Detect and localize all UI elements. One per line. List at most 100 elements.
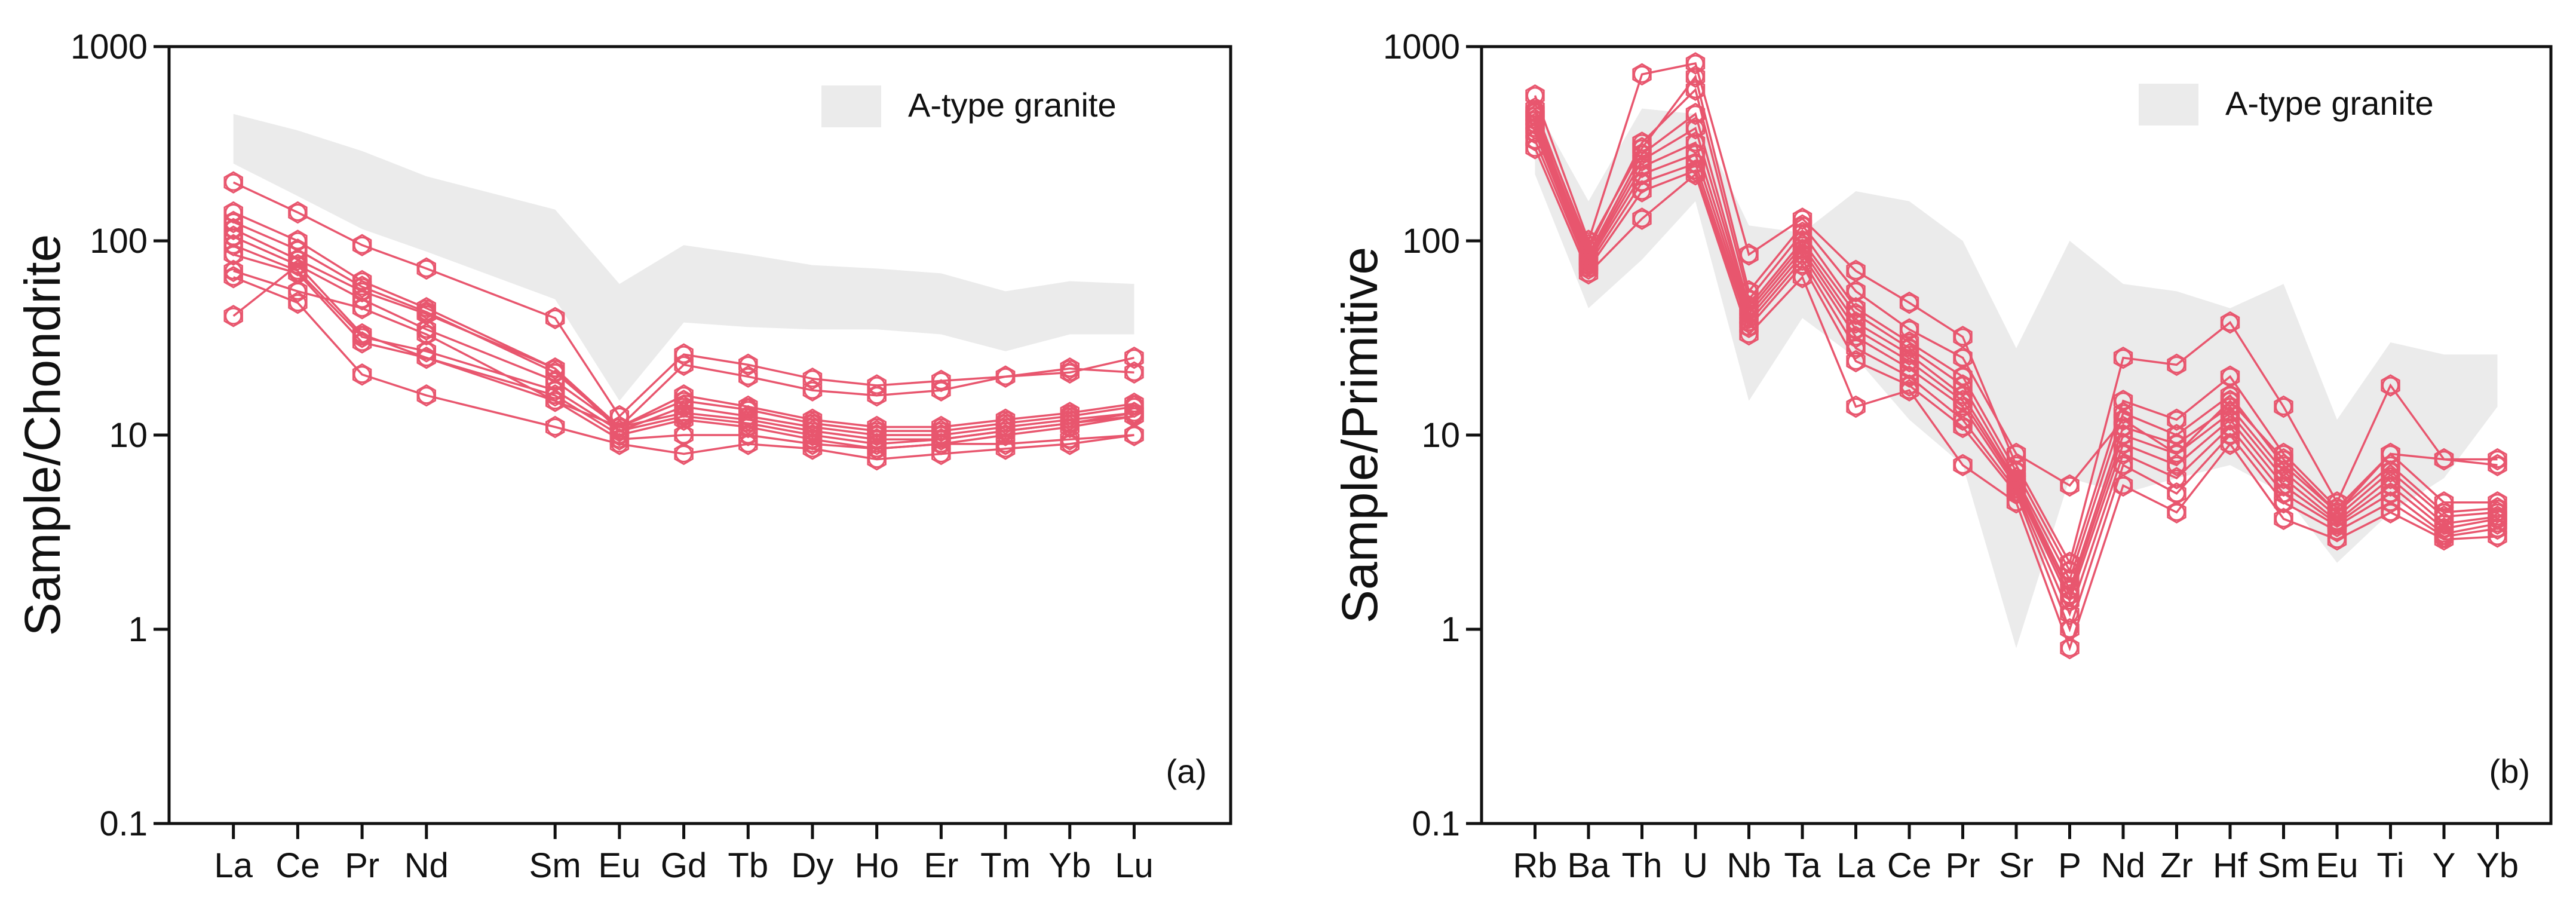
panel-a-data-point bbox=[1060, 357, 1080, 380]
panel-b-data-point bbox=[1632, 207, 1652, 230]
panel-b-data-point-ring bbox=[1686, 145, 1704, 163]
panel-a-data-point-ring bbox=[289, 294, 306, 312]
panel-b-x-tick-label-ti: Ti bbox=[2376, 846, 2404, 885]
panel-b-data-point-ring bbox=[2114, 349, 2132, 367]
panel-b-data-point bbox=[1739, 243, 1759, 266]
panel-b-data-point bbox=[1739, 316, 1759, 338]
panel-b-data-point bbox=[2327, 520, 2347, 543]
panel-b-data-point bbox=[1632, 155, 1652, 179]
panel-a-data-point bbox=[416, 323, 436, 346]
panel-a-data-point-ring bbox=[739, 368, 757, 385]
panel-b-data-point bbox=[2006, 491, 2026, 514]
panel-b-data-point-ring bbox=[2168, 503, 2185, 521]
panel-a-x-tick-label-sm: Sm bbox=[529, 846, 581, 885]
panel-b-data-point bbox=[2488, 512, 2507, 535]
panel-b-data-point bbox=[2220, 402, 2240, 424]
panel-a-data-point bbox=[674, 442, 694, 466]
panel-b-y-tick-label: 10 bbox=[1421, 416, 1460, 455]
panel-a-data-point-ring bbox=[546, 392, 564, 410]
panel-a-data-point-ring bbox=[289, 256, 306, 274]
panel-b-x-tick-label-sr: Sr bbox=[1999, 846, 2034, 885]
panel-a-data-point bbox=[867, 433, 887, 455]
panel-b-data-point-ring bbox=[1526, 131, 1544, 149]
panel-a-data-point-ring bbox=[353, 366, 371, 384]
panel-b-data-point bbox=[2006, 479, 2026, 502]
panel-a-data-point-ring bbox=[353, 299, 371, 317]
panel-a-x-tick-label-yb: Yb bbox=[1048, 846, 1091, 885]
panel-b-data-point bbox=[2381, 474, 2400, 497]
panel-b-data-point-ring bbox=[2382, 494, 2399, 512]
panel-b-data-point bbox=[1846, 395, 1866, 418]
panel-a-data-point-ring bbox=[1061, 360, 1079, 378]
panel-a-y-tick-label: 0.1 bbox=[99, 804, 148, 843]
panel-a-data-point-ring bbox=[225, 173, 243, 191]
panel-b-data-point bbox=[2488, 517, 2507, 540]
panel-a-data-point bbox=[223, 305, 243, 327]
panel-b-data-point bbox=[2060, 636, 2080, 660]
panel-b-y-tick-label: 1000 bbox=[1383, 27, 1460, 66]
panel-b-data-point bbox=[1685, 163, 1706, 186]
panel-a-data-point-ring bbox=[932, 430, 950, 448]
panel-a-series-line bbox=[232, 228, 1134, 436]
panel-b-data-point bbox=[2167, 454, 2186, 477]
panel-b-data-point-ring bbox=[1686, 134, 1704, 152]
panel-a-data-point bbox=[545, 384, 565, 407]
panel-b-data-point-ring bbox=[1847, 282, 1864, 300]
panel-a-data-point-ring bbox=[996, 368, 1014, 385]
panel-b-y-tick-label: 1 bbox=[1441, 610, 1460, 649]
panel-b-data-point bbox=[2006, 442, 2026, 466]
panel-b-data-point bbox=[2060, 474, 2080, 497]
panel-a-x-tick-label-la: La bbox=[214, 846, 253, 885]
panel-a-data-point bbox=[223, 171, 243, 194]
panel-b-data-point-ring bbox=[1740, 282, 1758, 300]
panel-a-data-point-ring bbox=[546, 372, 564, 390]
panel-b-data-point bbox=[1899, 318, 1919, 341]
panel-b-data-point bbox=[2220, 311, 2240, 334]
panel-a-data-point bbox=[545, 357, 565, 380]
panel-b-primitive-mantle-spider: 0.1 1 10 100 1000 Rb Ba Th U Nb Ta La Ce Pr Sr P Nd Zr Hf… bbox=[1332, 27, 2553, 885]
panel-b-data-point-ring bbox=[1740, 314, 1758, 332]
panel-b-data-point-ring bbox=[1686, 54, 1704, 72]
panel-b-data-point bbox=[2167, 482, 2186, 505]
panel-b-x-tick-label-sm: Sm bbox=[2258, 846, 2310, 885]
panel-a-data-point-ring bbox=[868, 440, 886, 458]
panel-a-data-point bbox=[931, 379, 951, 402]
panel-b-x-tick-label-y: Y bbox=[2433, 846, 2456, 885]
panel-a-data-point-ring bbox=[225, 307, 243, 325]
panel-b-data-point-ring bbox=[1954, 349, 1971, 367]
panel-b-data-point bbox=[1953, 415, 1973, 439]
panel-b-data-point bbox=[2274, 482, 2293, 505]
panel-b-data-point-ring bbox=[1954, 456, 1971, 474]
panel-b-data-point bbox=[1685, 65, 1706, 88]
panel-a-data-point-ring bbox=[225, 268, 243, 286]
panel-a-data-point bbox=[288, 253, 308, 277]
panel-a-data-point-ring bbox=[418, 259, 436, 277]
panel-b-data-point bbox=[2488, 501, 2507, 524]
panel-b-data-point bbox=[1899, 374, 1919, 397]
panel-b-x-tick-label-rb: Rb bbox=[1513, 846, 1557, 885]
panel-a-data-point bbox=[674, 405, 694, 428]
panel-b-y-axis-label: Sample/Primitive bbox=[1332, 247, 1388, 623]
panel-b-data-point-ring bbox=[1686, 68, 1704, 85]
panel-a-data-point bbox=[738, 424, 758, 446]
panel-b-data-point bbox=[1846, 350, 1866, 373]
panel-b-data-point bbox=[2220, 433, 2240, 455]
panel-b-data-point bbox=[1685, 52, 1706, 75]
panel-a-data-point-ring bbox=[868, 451, 886, 469]
panel-b-data-point-ring bbox=[2114, 456, 2132, 474]
panel-a-series-line bbox=[233, 276, 1134, 461]
panel-a-data-point bbox=[931, 420, 951, 442]
panel-b-data-point-ring bbox=[2168, 356, 2185, 374]
panel-b-x-tick-label-la: La bbox=[1836, 846, 1875, 885]
panel-b-data-point bbox=[2381, 467, 2400, 489]
panel-b-data-point-ring bbox=[2221, 435, 2239, 453]
panel-a-data-point bbox=[867, 384, 887, 407]
panel-a-data-point-ring bbox=[289, 282, 306, 300]
panel-a-data-point bbox=[352, 296, 372, 320]
panel-a-series-s10 bbox=[223, 253, 1144, 460]
panel-b-data-point bbox=[2434, 448, 2454, 471]
panel-b-data-point-ring bbox=[1526, 103, 1544, 121]
panel-a-data-point bbox=[802, 433, 823, 455]
panel-a-data-point-ring bbox=[1061, 363, 1079, 381]
